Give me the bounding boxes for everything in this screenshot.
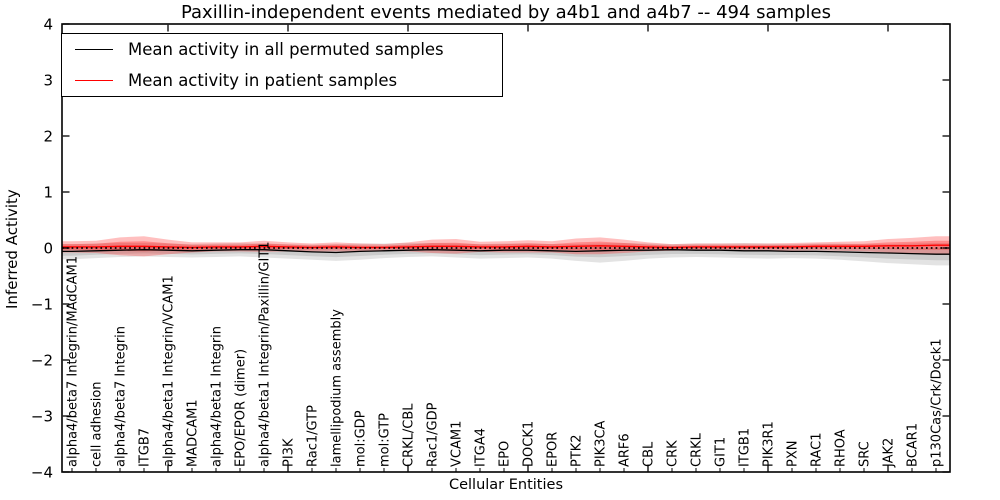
plot-border bbox=[61, 23, 951, 473]
permuted-line-swatch bbox=[75, 49, 113, 51]
x-category-label: alpha4/beta7 Integrin bbox=[114, 326, 129, 467]
x-category-label: CRK bbox=[666, 440, 681, 467]
x-category-label: ITGB7 bbox=[138, 428, 153, 467]
y-tick-label: 2 bbox=[43, 128, 53, 146]
x-category-label: PI3K bbox=[282, 438, 297, 467]
x-category-label: ITGA4 bbox=[474, 428, 489, 467]
y-tick-label: 3 bbox=[43, 72, 53, 90]
y-axis-ticks: 4 3 2 1 0 −1 −2 −3 −4 bbox=[31, 16, 950, 482]
x-category-label: mol:GTP bbox=[378, 413, 393, 467]
x-category-label: EPOR bbox=[546, 432, 561, 467]
x-category-labels: alpha4/beta7 Integrin/MAdCAM1 cell adhesi… bbox=[66, 241, 945, 468]
y-tick-label: 4 bbox=[43, 16, 53, 34]
y-axis-title: Inferred Activity bbox=[3, 189, 21, 309]
x-category-label: CRKL/CBL bbox=[402, 403, 417, 467]
x-category-label: GIT1 bbox=[714, 437, 729, 467]
x-category-label: RHOA bbox=[834, 429, 849, 467]
x-category-label: SRC bbox=[858, 441, 873, 467]
x-category-label: DOCK1 bbox=[522, 421, 537, 467]
x-category-label: ITGB1 bbox=[738, 428, 753, 467]
x-category-label: CBL bbox=[642, 441, 657, 467]
x-category-label: PTK2 bbox=[570, 434, 585, 467]
x-category-label: RAC1 bbox=[810, 432, 825, 467]
permuted-mean-line bbox=[62, 249, 950, 255]
x-category-label: VCAM1 bbox=[450, 421, 465, 467]
x-category-label: mol:GDP bbox=[354, 410, 369, 467]
patient-line-swatch bbox=[75, 79, 113, 81]
x-category-label: Rac1/GDP bbox=[426, 402, 441, 467]
x-category-label: EPO bbox=[498, 441, 513, 467]
y-tick-label: −2 bbox=[31, 352, 53, 370]
legend-entry-patient: Mean activity in patient samples bbox=[62, 66, 502, 95]
x-category-label: PIK3R1 bbox=[762, 421, 777, 467]
x-category-label: alpha4/beta1 Integrin bbox=[210, 326, 225, 467]
x-category-label: Rac1/GTP bbox=[306, 405, 321, 467]
y-tick-label: −4 bbox=[31, 464, 53, 482]
y-tick-label: 1 bbox=[43, 184, 53, 202]
legend-label-patient: Mean activity in patient samples bbox=[128, 70, 398, 90]
x-category-label: alpha4/beta1 Integrin/VCAM1 bbox=[162, 275, 177, 467]
x-category-label: p130Cas/Crk/Dock1 bbox=[930, 338, 945, 467]
x-category-label: PIK3CA bbox=[594, 420, 609, 467]
x-category-label: alpha4/beta1 Integrin/Paxillin/GIT1 bbox=[258, 241, 273, 467]
x-category-label: EPO/EPOR (dimer) bbox=[234, 349, 249, 467]
legend: Mean activity in all permuted samples Me… bbox=[61, 33, 503, 97]
chart-title: Paxillin-independent events mediated by … bbox=[180, 2, 831, 23]
x-axis-ticks bbox=[71, 24, 937, 472]
y-tick-label: 0 bbox=[43, 240, 53, 258]
x-category-label: alpha4/beta7 Integrin/MAdCAM1 bbox=[66, 256, 81, 467]
x-axis-title: Cellular Entities bbox=[448, 477, 564, 493]
x-category-label: lamellipodium assembly bbox=[330, 309, 345, 467]
x-category-label: CRKL bbox=[690, 432, 705, 467]
y-tick-label: −3 bbox=[31, 408, 53, 426]
legend-entry-permuted: Mean activity in all permuted samples bbox=[62, 35, 502, 64]
x-category-label: MADCAM1 bbox=[186, 399, 201, 467]
x-category-label: JAK2 bbox=[882, 438, 897, 468]
x-category-label: BCAR1 bbox=[906, 423, 921, 467]
legend-label-permuted: Mean activity in all permuted samples bbox=[128, 40, 444, 60]
x-category-label: cell adhesion bbox=[90, 381, 105, 467]
y-tick-label: −1 bbox=[31, 296, 53, 314]
x-category-label: ARF6 bbox=[618, 433, 633, 467]
x-category-label: PXN bbox=[786, 441, 801, 467]
patient-mean-line bbox=[62, 244, 950, 249]
